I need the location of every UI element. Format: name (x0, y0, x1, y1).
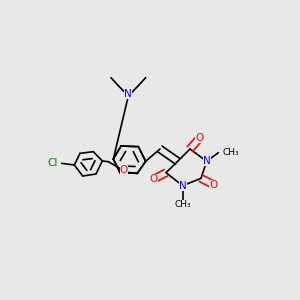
Text: O: O (195, 133, 203, 143)
Text: N: N (203, 156, 211, 166)
Text: CH₃: CH₃ (174, 200, 191, 209)
Text: Cl: Cl (48, 158, 58, 168)
Text: O: O (209, 180, 218, 190)
Text: CH₃: CH₃ (223, 148, 239, 157)
Text: O: O (119, 165, 128, 175)
Text: N: N (124, 88, 132, 99)
Text: N: N (179, 181, 187, 191)
Text: O: O (150, 174, 158, 184)
